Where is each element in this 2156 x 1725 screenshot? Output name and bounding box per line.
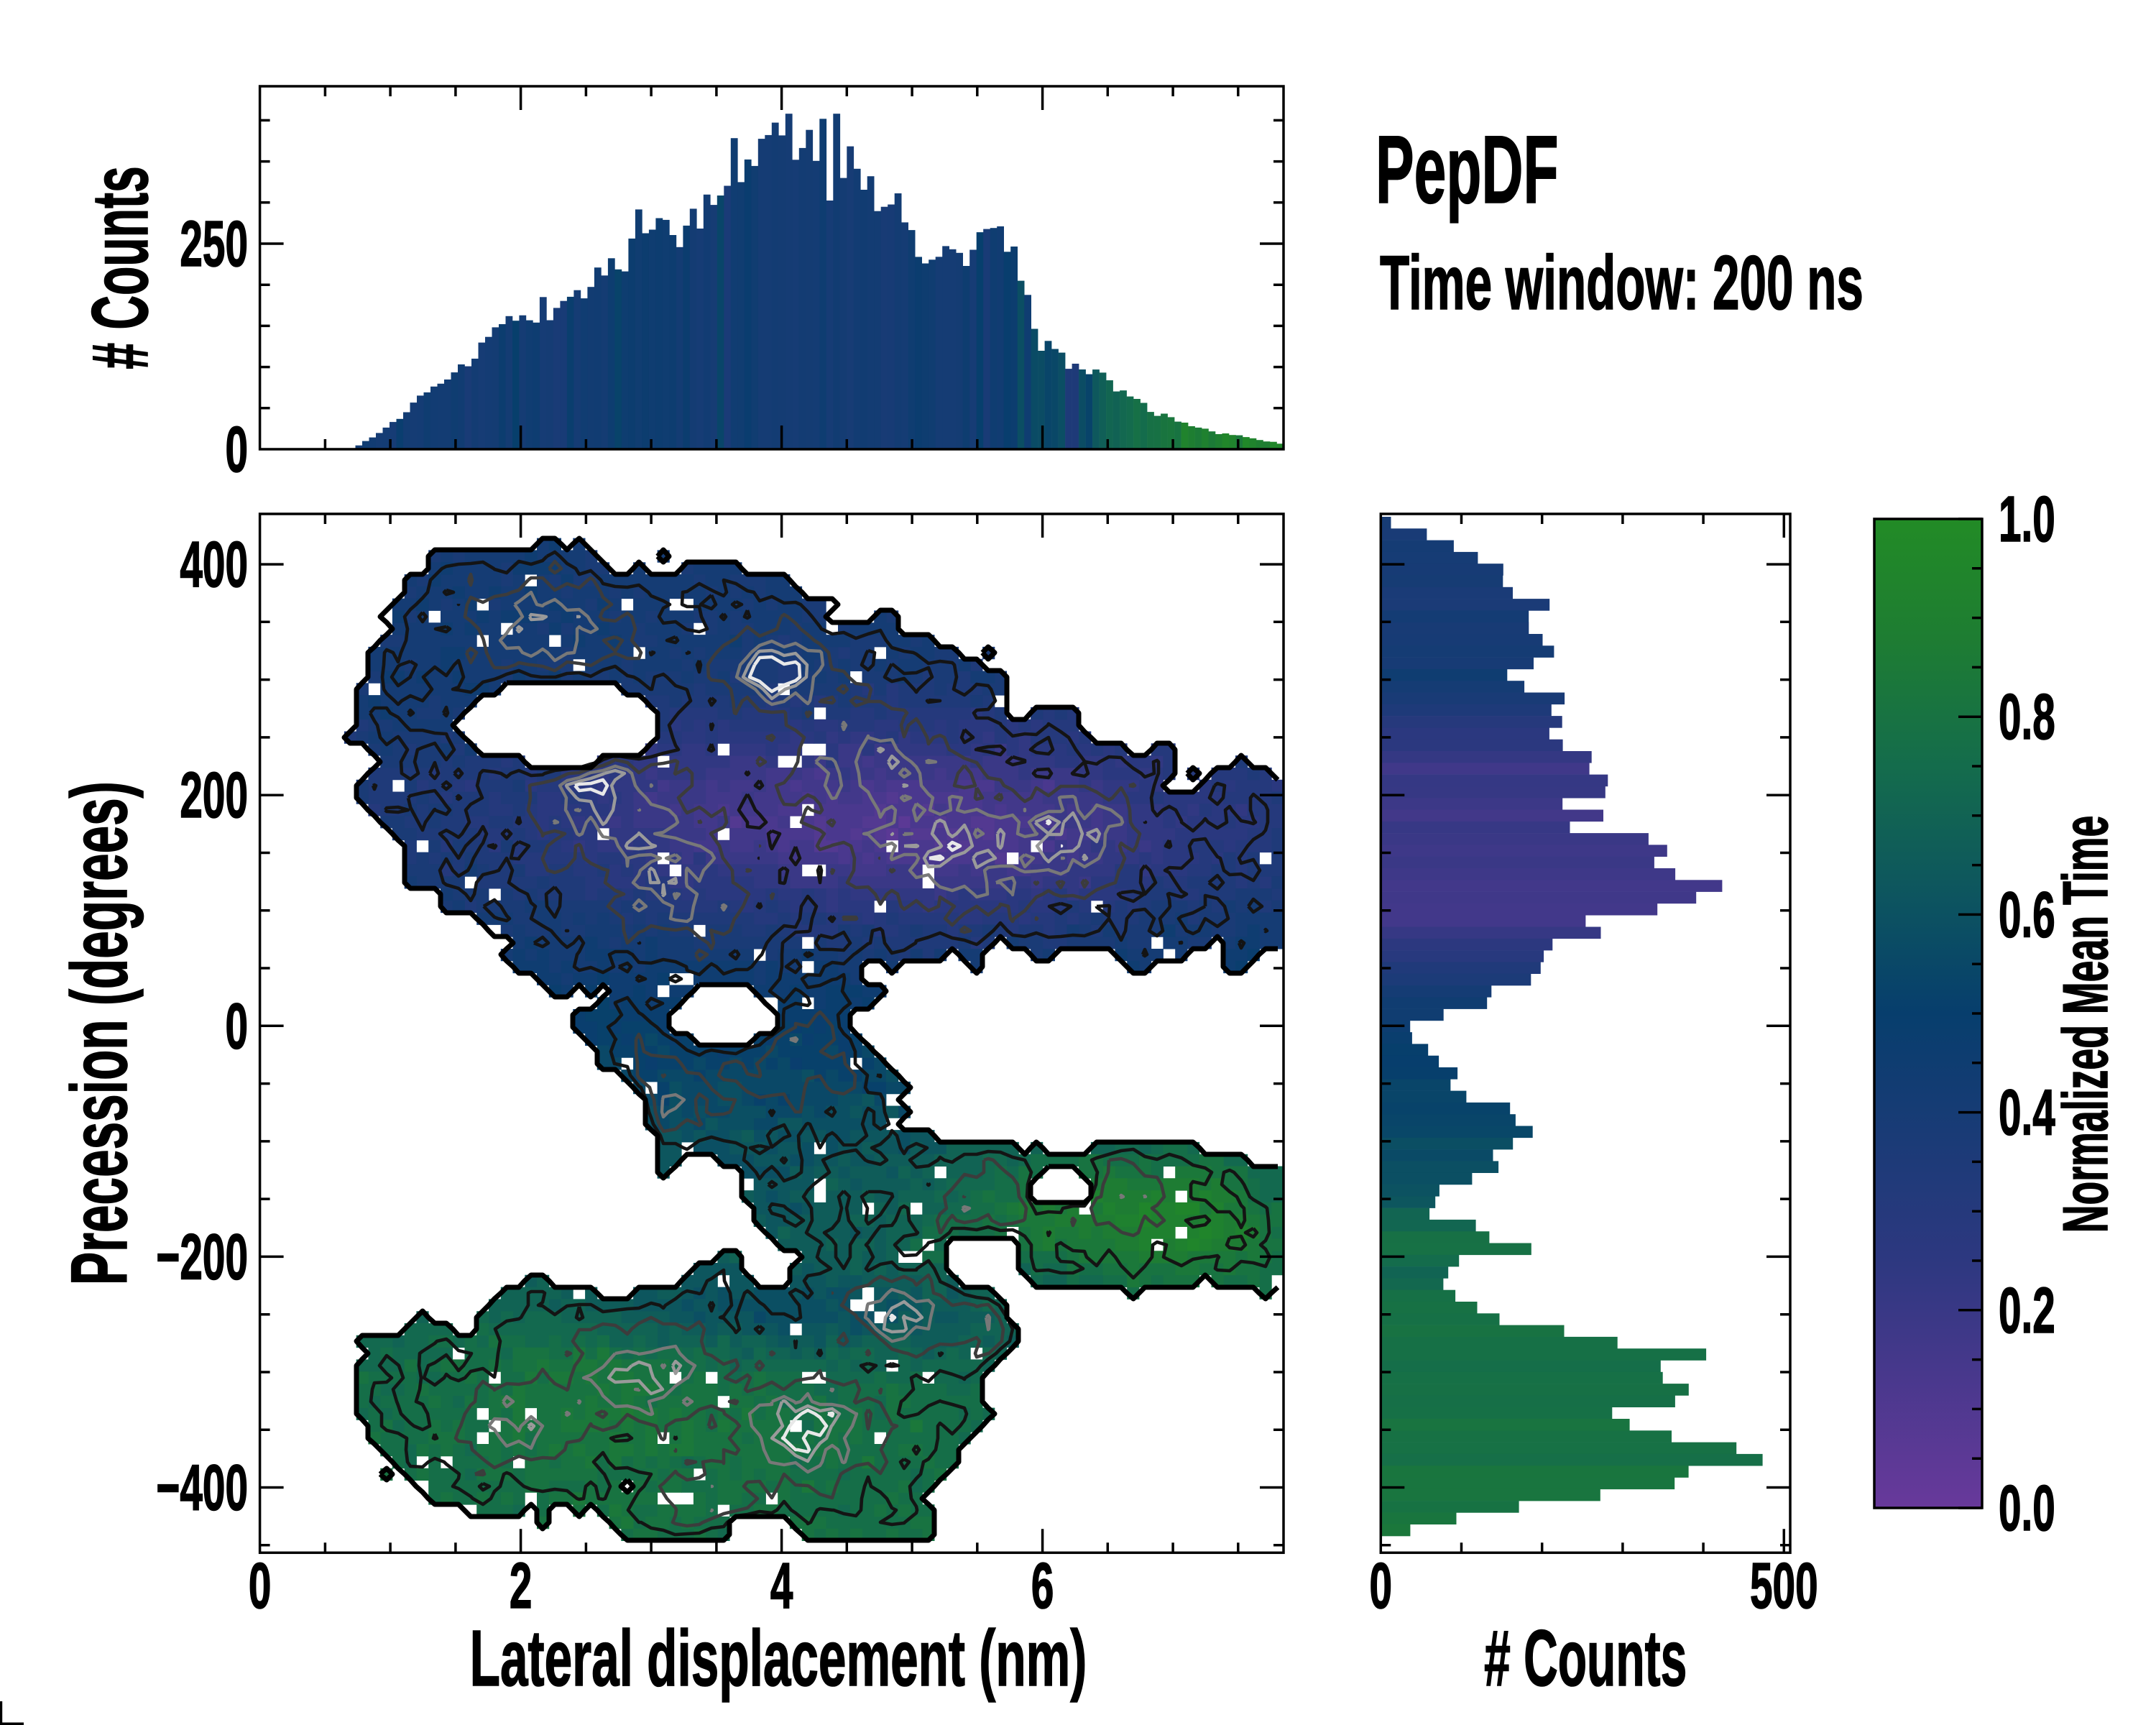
svg-text:PepDF: PepDF bbox=[1376, 116, 1559, 224]
svg-text:0: 0 bbox=[249, 1550, 272, 1622]
svg-text:−200: −200 bbox=[156, 1220, 248, 1293]
svg-text:1.0: 1.0 bbox=[1999, 483, 2055, 556]
svg-text:# Counts: # Counts bbox=[77, 166, 165, 369]
svg-text:500: 500 bbox=[1750, 1550, 1818, 1622]
svg-text:0: 0 bbox=[1370, 1550, 1393, 1622]
svg-text:Precession (degrees): Precession (degrees) bbox=[56, 781, 144, 1285]
svg-text:0: 0 bbox=[225, 413, 248, 486]
svg-text:0: 0 bbox=[225, 990, 248, 1062]
svg-text:400: 400 bbox=[180, 528, 248, 601]
svg-text:0.4: 0.4 bbox=[1999, 1076, 2055, 1149]
svg-text:0.8: 0.8 bbox=[1999, 681, 2055, 753]
svg-text:−400: −400 bbox=[156, 1451, 248, 1524]
svg-text:0.0: 0.0 bbox=[1999, 1472, 2055, 1545]
svg-text:4: 4 bbox=[770, 1550, 793, 1622]
svg-text:2: 2 bbox=[510, 1550, 533, 1622]
svg-text:200: 200 bbox=[180, 759, 248, 832]
svg-text:Lateral displacement (nm): Lateral displacement (nm) bbox=[470, 1615, 1087, 1703]
svg-text:0.2: 0.2 bbox=[1999, 1274, 2055, 1346]
svg-text:Normalized Mean Time: Normalized Mean Time bbox=[2051, 816, 2122, 1233]
svg-text:6: 6 bbox=[1031, 1550, 1054, 1622]
svg-text:250: 250 bbox=[180, 208, 248, 280]
svg-text:Time window: 200 ns: Time window: 200 ns bbox=[1380, 239, 1864, 326]
svg-text:0.6: 0.6 bbox=[1999, 878, 2055, 951]
svg-text:# Counts: # Counts bbox=[1484, 1615, 1687, 1703]
